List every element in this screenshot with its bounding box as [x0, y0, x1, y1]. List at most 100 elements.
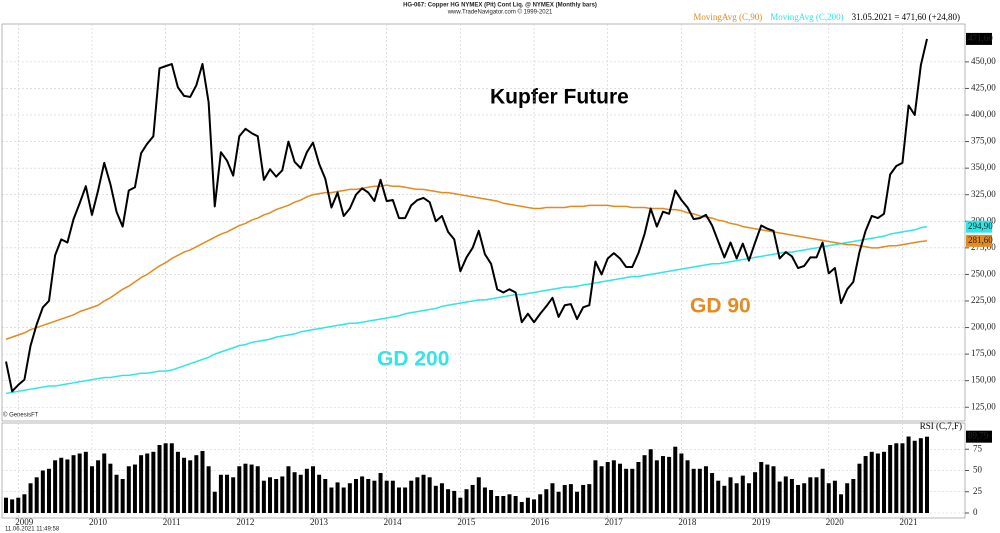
- rsi-bar: [175, 451, 180, 513]
- rsi-bar: [495, 496, 500, 513]
- rsi-bar: [126, 466, 131, 513]
- rsi-bar: [906, 436, 911, 513]
- rsi-bar: [654, 460, 659, 513]
- rsi-bar: [900, 443, 905, 513]
- y-tick-label: 250,00: [971, 268, 996, 278]
- x-tick-label: 2015: [457, 517, 476, 527]
- rsi-bar: [538, 494, 543, 513]
- rsi-bar: [482, 487, 487, 513]
- x-tick-label: 2018: [678, 517, 697, 527]
- rsi-bar: [378, 473, 383, 513]
- rsi-bar: [268, 477, 273, 513]
- rsi-bar: [157, 445, 162, 513]
- series-line: [5, 38, 928, 393]
- rsi-bar: [759, 462, 764, 513]
- chart-title: Kupfer Future: [490, 86, 629, 109]
- rsi-bar: [697, 468, 702, 513]
- value-label-box: [966, 234, 992, 247]
- rsi-bar: [710, 473, 715, 513]
- rsi-bar: [679, 453, 684, 513]
- rsi-bar: [4, 497, 8, 513]
- rsi-bar: [96, 460, 101, 513]
- rsi-bar: [446, 489, 451, 513]
- rsi-bar: [691, 468, 696, 513]
- x-tick-label: 2011: [163, 517, 181, 527]
- x-tick-label: 2013: [310, 517, 329, 527]
- rsi-bar: [882, 451, 887, 513]
- rsi-bar: [323, 479, 328, 513]
- y-tick-label: 450,00: [971, 56, 996, 66]
- rsi-bar: [372, 480, 377, 513]
- header-title: HG-067: Copper HG NYMEX (Pit) Cont Liq. …: [403, 3, 597, 9]
- y-tick-label: 0: [973, 507, 978, 517]
- rsi-bar: [304, 468, 309, 513]
- rsi-bar: [918, 438, 923, 513]
- rsi-bar: [34, 477, 39, 513]
- rsi-bar: [894, 443, 899, 513]
- rsi-bar: [863, 456, 868, 513]
- rsi-bar: [403, 487, 408, 513]
- rsi-bar: [814, 477, 819, 513]
- rsi-bar: [476, 477, 481, 513]
- rsi-bar: [218, 474, 223, 513]
- rsi-bar: [753, 472, 758, 513]
- rsi-bar: [132, 464, 137, 513]
- rsi-bar: [562, 484, 567, 513]
- value-label-box: [966, 430, 992, 443]
- rsi-bar: [151, 451, 156, 513]
- timestamp: 11.06.2021 11:49:58: [5, 527, 60, 533]
- y-tick-label: 25: [973, 486, 983, 496]
- annotation: GD 200: [377, 348, 449, 371]
- rsi-bar: [765, 464, 770, 513]
- rsi-bar: [409, 480, 414, 513]
- rsi-bar: [796, 484, 801, 513]
- x-tick-label: 2014: [384, 517, 403, 527]
- y-tick-label: 425,00: [971, 83, 996, 93]
- rsi-bar: [433, 485, 438, 513]
- rsi-bar: [114, 474, 119, 513]
- rsi-bar: [888, 445, 893, 513]
- rsi-bar: [329, 487, 334, 513]
- rsi-bar: [642, 455, 647, 513]
- rsi-bar: [489, 490, 494, 513]
- rsi-bar: [237, 466, 242, 513]
- rsi-bar: [568, 484, 573, 513]
- y-tick-label: 150,00: [971, 375, 996, 385]
- rsi-bar: [200, 450, 205, 513]
- rsi-bar: [593, 460, 598, 513]
- y-tick-label: 325,00: [971, 189, 996, 199]
- rsi-bar: [507, 494, 512, 513]
- x-tick-label: 2019: [752, 517, 771, 527]
- rsi-bar: [311, 466, 315, 513]
- y-tick-label: 225,00: [971, 295, 996, 305]
- source: © GenesisFT: [3, 412, 39, 419]
- rsi-bar: [581, 484, 586, 513]
- legend-entry: MovingAvg (C,90): [693, 12, 762, 22]
- rsi-bar: [77, 453, 82, 513]
- x-tick-label: 2010: [89, 517, 108, 527]
- rsi-bar: [667, 456, 672, 513]
- rsi-bar: [636, 462, 641, 513]
- rsi-bar: [65, 459, 70, 513]
- rsi-bar: [802, 483, 807, 513]
- header-subtitle: www.TradeNavigator.com © 1999-2021: [447, 9, 553, 16]
- rsi-bar: [89, 466, 94, 513]
- rsi-bar: [347, 483, 352, 513]
- rsi-bar: [16, 497, 21, 513]
- rsi-bar: [341, 487, 346, 513]
- rsi-bar: [832, 480, 837, 513]
- rsi-bar: [826, 483, 831, 513]
- rsi-bar: [102, 453, 107, 513]
- rsi-bar: [120, 479, 125, 513]
- x-tick-label: 2020: [826, 517, 845, 527]
- rsi-bar: [685, 460, 690, 513]
- y-tick-label: 125,00: [971, 401, 996, 411]
- rsi-bar: [427, 477, 432, 513]
- value-label-box: [966, 32, 992, 45]
- rsi-bar: [194, 455, 199, 513]
- rsi-bar: [556, 491, 561, 513]
- rsi-bar: [624, 468, 629, 513]
- rsi-bar: [525, 497, 530, 513]
- rsi-legend: RSI (C,7,F): [920, 421, 962, 431]
- rsi-bar: [83, 451, 88, 513]
